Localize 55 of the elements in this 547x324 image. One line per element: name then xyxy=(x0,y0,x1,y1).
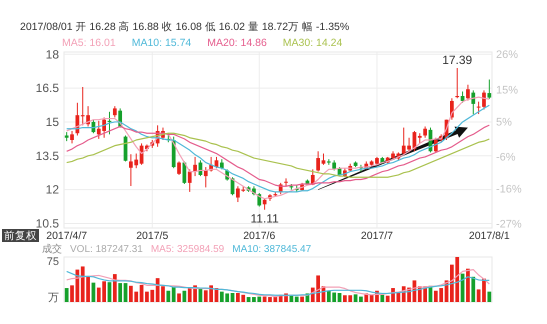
text: 前复权 xyxy=(4,230,37,242)
bar xyxy=(294,296,299,302)
y2-tick-label: 15% xyxy=(496,84,518,96)
bar xyxy=(182,290,186,302)
text: MA10: 387845.47 xyxy=(232,244,312,255)
text: 75 xyxy=(46,256,59,268)
text: VOL: 187247.31 xyxy=(70,244,144,255)
y2-tick-label: 26% xyxy=(496,49,518,62)
text: MA20: 14.86 xyxy=(207,37,267,49)
bar xyxy=(380,294,384,302)
bar xyxy=(343,295,347,302)
y-tick-label: 10.5 xyxy=(36,216,60,230)
text: 万 xyxy=(48,292,59,304)
x-tick-label: 2017/8/1 xyxy=(468,230,510,242)
bar xyxy=(300,296,304,302)
bar xyxy=(220,292,224,302)
bar xyxy=(92,282,96,302)
bar xyxy=(177,293,181,302)
y-tick-label: 16.5 xyxy=(36,81,60,96)
chart-title: 成交 xyxy=(42,243,62,255)
y2-tick-label: 5% xyxy=(496,116,512,128)
bar xyxy=(434,290,438,302)
y-tick-label: 15 xyxy=(46,114,60,129)
bar xyxy=(102,281,106,302)
bar xyxy=(129,286,133,302)
bar xyxy=(487,292,492,302)
y2-tick-label: -6% xyxy=(496,151,516,164)
bar xyxy=(236,293,240,302)
text: MA30: 14.24 xyxy=(282,37,342,49)
text: MA5: 16.01 xyxy=(62,37,116,49)
y2-tick-label: -27% xyxy=(496,218,522,231)
bar xyxy=(166,290,170,302)
bar xyxy=(108,282,112,302)
bar xyxy=(241,294,246,302)
bar xyxy=(198,288,202,302)
bar xyxy=(348,295,352,302)
annotation: 17.39 xyxy=(442,53,473,68)
bar xyxy=(460,274,464,302)
y-tick-label: 13.5 xyxy=(36,148,60,163)
y2-tick-label: -16% xyxy=(496,183,522,196)
text: MA5: 325984.59 xyxy=(150,244,225,255)
bar xyxy=(172,287,176,302)
x-tick-label: 2017/4/7 xyxy=(46,230,88,242)
x-tick-label: 2017/7 xyxy=(360,230,394,242)
bar xyxy=(96,288,101,302)
y-tick-label: 18 xyxy=(46,47,60,62)
x-tick-label: 2017/6 xyxy=(243,230,276,242)
bar xyxy=(466,268,470,302)
annotation: 11.11 xyxy=(250,212,280,226)
text: 2017/08/01 开 16.28 高 16.88 收 16.08 低 16.02 量 18.72万 幅 -1.35% xyxy=(20,20,350,33)
text: MA10: 15.74 xyxy=(132,37,192,49)
bar xyxy=(204,290,208,302)
y-tick-label: 12 xyxy=(46,182,60,197)
bar xyxy=(64,288,69,302)
x-tick-label: 2017/5 xyxy=(136,230,168,242)
